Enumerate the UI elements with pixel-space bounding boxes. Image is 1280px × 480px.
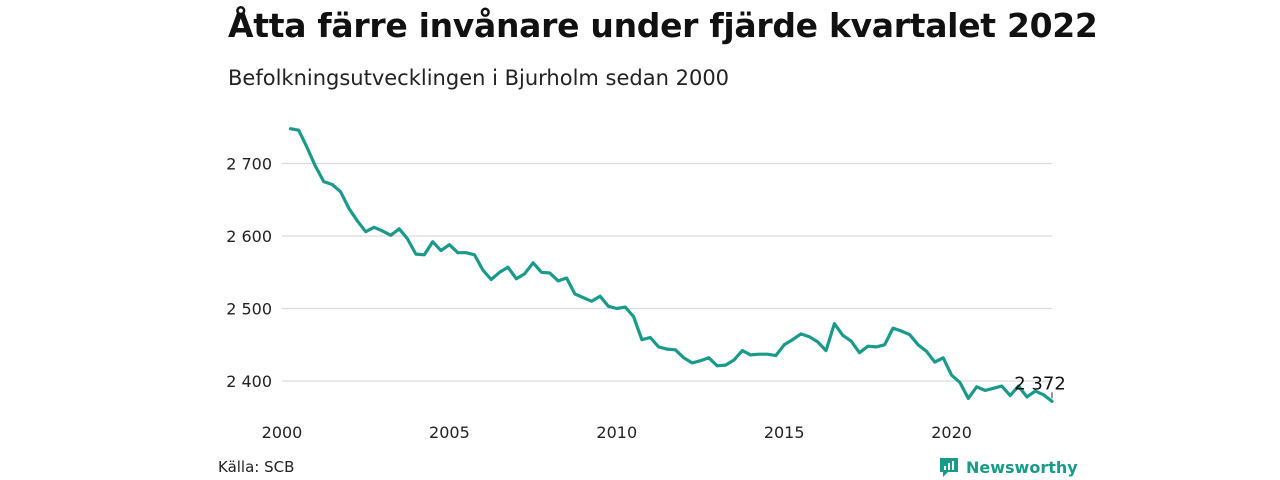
- y-tick-label: 2 400: [226, 372, 272, 391]
- y-axis-labels: 2 400 2 500 2 600 2 700: [226, 155, 272, 392]
- x-tick-label: 2020: [931, 423, 972, 442]
- line-chart: 2 400 2 500 2 600 2 700 2000 2005 2010 2015 202…: [226, 127, 1066, 442]
- x-tick-label: 2010: [596, 423, 637, 442]
- y-tick-label: 2 700: [226, 155, 272, 174]
- newsworthy-logo-icon: [940, 458, 958, 477]
- brand-name: Newsworthy: [966, 457, 1078, 477]
- grid-lines: [282, 162, 1052, 382]
- end-value-label: 2 372: [1014, 373, 1066, 394]
- source-note: Källa: SCB: [218, 458, 295, 476]
- population-line: [288, 127, 1054, 403]
- x-axis-labels: 2000 2005 2010 2015 2020: [262, 423, 972, 442]
- y-tick-label: 2 600: [226, 227, 272, 246]
- chart-subtitle: Befolkningsutvecklingen i Bjurholm sedan…: [228, 66, 730, 90]
- x-tick-label: 2005: [429, 423, 470, 442]
- chart-title: Åtta färre invånare under fjärde kvartal…: [228, 6, 1098, 45]
- x-tick-label: 2015: [764, 423, 805, 442]
- x-tick-label: 2000: [262, 423, 303, 442]
- y-tick-label: 2 500: [226, 300, 272, 319]
- brand-logo: Newsworthy: [938, 456, 1078, 478]
